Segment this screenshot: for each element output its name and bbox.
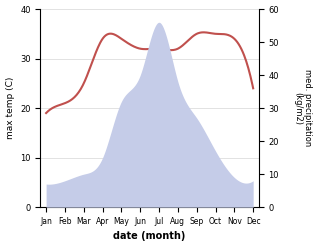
X-axis label: date (month): date (month): [114, 231, 186, 242]
Y-axis label: med. precipitation
(kg/m2): med. precipitation (kg/m2): [293, 69, 313, 147]
Y-axis label: max temp (C): max temp (C): [5, 77, 15, 139]
